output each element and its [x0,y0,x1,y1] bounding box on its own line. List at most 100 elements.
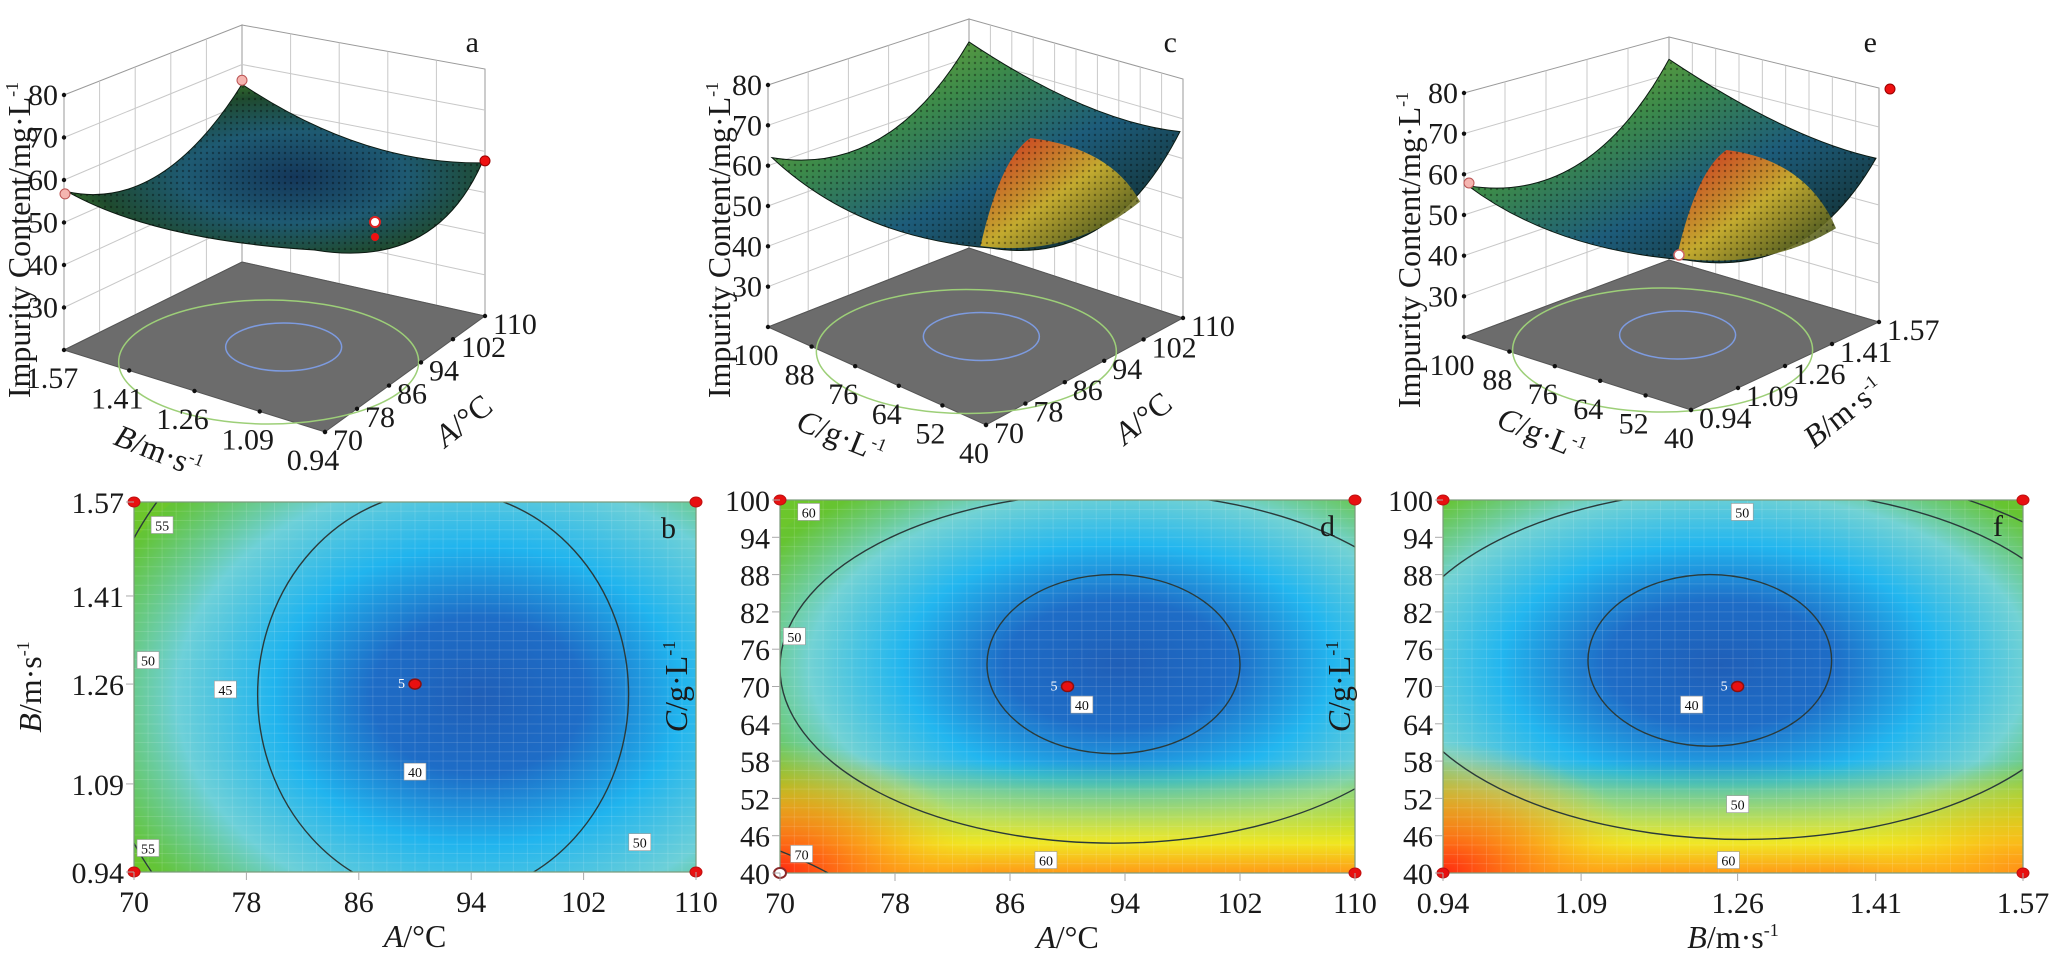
z-tick-label: 70 [1428,118,1458,151]
x-axis-label: A/°C [382,918,447,954]
front-axis-tick-label: 100 [1430,349,1475,382]
right-axis-tick-mark [450,337,456,342]
contour-panel-f: 50 40 50 60 5 0.94 1.09 1.26 1.41 1.57 40 46 52 58 64 7… [1321,485,2049,955]
axis-unit-exponent: -1 [1569,429,1590,453]
contour-label: 50 [787,631,801,646]
y-tick-label: 1.57 [72,487,125,520]
axis-unit: /g·L [658,656,694,711]
z-tick-label: 30 [28,292,58,325]
right-axis-tick-label: 1.26 [1793,358,1846,391]
front-axis-tick-label: 64 [1573,393,1603,426]
z-tick-label: 50 [732,190,762,223]
axis-unit-exponent: -1 [868,432,889,456]
x-tick-label: 94 [456,886,486,919]
front-axis-tick-label: 88 [785,359,815,392]
front-axis-tick-label: 88 [1482,364,1512,397]
z-tick-mark [1461,253,1467,258]
right-axis-tick-mark [1876,319,1882,325]
y-tick-label: 1.26 [72,669,125,702]
x-tick-label: 86 [344,886,374,919]
z-tick-label: 40 [732,230,762,263]
z-tick-label: 60 [732,150,762,183]
axis-unit: /g·L [812,410,877,464]
y-tick-label: 40 [740,858,770,891]
z-axis-exponent: -1 [1392,92,1412,107]
y-tick-label: 70 [1403,672,1433,705]
right-axis-tick-label: 86 [397,378,427,411]
contour-label: 45 [218,684,232,699]
right-axis-tick-mark [1023,401,1028,406]
right-axis-tick-mark [983,422,989,428]
front-axis-tick-label: 1.41 [91,383,144,416]
y-tick-label: 100 [1388,485,1433,518]
contour-label: 55 [141,843,155,858]
contour-label-box [790,845,813,863]
y-tick-label: 76 [740,634,770,667]
y-tick-label: 52 [740,783,770,816]
z-tick-mark [765,203,771,209]
contour-label: 60 [802,506,816,521]
z-axis-label: Impurity Content/mg·L-1 [701,82,737,398]
front-axis-tick-mark [1598,378,1603,383]
x-tick-label: 0.94 [1417,887,1470,920]
y-tick-label: 64 [1403,709,1433,742]
right-axis-tick-label: 1.57 [1887,314,1940,347]
right-axis-tick-mark [482,313,488,319]
y-tick-label: 46 [740,821,770,854]
center-design-point [1730,680,1745,693]
z-tick-label: 80 [1428,77,1458,110]
front-axis-tick-mark [1552,364,1558,369]
center-point-above [369,216,381,228]
z-tick-label: 60 [1428,158,1458,191]
right-axis-tick-label: 94 [1112,353,1142,386]
design-point [479,155,491,167]
panel-label: d [1320,510,1335,543]
floor-contour-40 [922,311,1041,362]
right-axis-tick-mark [1829,341,1835,347]
contour-label-box [1717,851,1740,869]
surface-panel-c: 304050607080100887664524070788694102110c… [701,18,1235,470]
z-tick-mark [765,244,771,249]
y-tick-label: 82 [1403,597,1433,630]
y-tick-label: 58 [1403,746,1433,779]
contour-line [1587,573,1833,747]
axis-var: B [12,713,48,733]
surface-mesh [980,138,1140,249]
contour-label: 40 [1685,699,1699,714]
axis-unit: /g·L [1321,656,1357,711]
x-tick-label: 1.41 [1849,887,1902,920]
right-axis-label: A/°C [426,387,499,455]
design-point [236,74,248,86]
right-axis-tick-mark [1141,337,1146,342]
front-axis-tick-mark [1507,349,1512,354]
x-tick-label: 1.09 [1555,887,1608,920]
right-axis-tick-mark [1062,380,1068,385]
axis-unit-exponent: -1 [186,447,207,471]
z-tick-mark [765,82,771,88]
plot-area [780,500,1355,873]
right-axis-tick-label: 0.94 [1699,402,1752,435]
floor-contour-40 [1618,310,1737,360]
z-gridline [63,64,243,138]
contour-line [256,502,630,872]
y-tick-label: 100 [725,485,770,518]
z-axis-label: Impurity Content/mg·L-1 [1391,92,1427,408]
contour-label: 60 [1721,855,1735,870]
z-axis-exponent: -1 [2,82,22,97]
z-gridline [63,103,243,181]
z-tick-mark [1461,90,1467,96]
right-axis-tick-mark [1735,385,1741,391]
z-tick-mark [1461,212,1467,218]
contour-label: 50 [141,655,155,670]
front-axis-tick-mark [896,383,901,388]
floor-contour-50 [117,299,420,425]
z-tick-label: 80 [28,79,58,112]
contour-label-box [1726,795,1749,813]
y-axis-label: B/m·s-1 [12,641,48,732]
front-axis-tick-mark [1461,334,1467,340]
y-tick-label: 1.41 [72,581,125,614]
right-axis-tick-label: 110 [493,308,537,341]
right-axis-tick-label: 102 [461,331,506,364]
x-tick-label: 78 [231,886,261,919]
